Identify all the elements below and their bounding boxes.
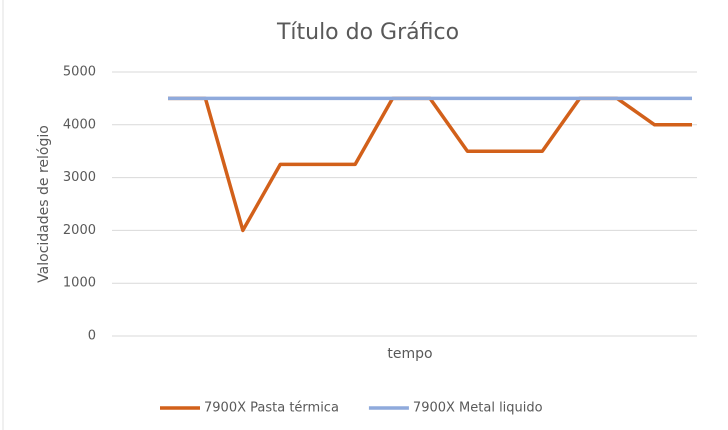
y-tick-label: 2000 [63,223,96,238]
chart-title: Título do Gráfico [276,20,459,45]
y-axis-label: Valocidades de relógio [36,125,52,283]
x-axis-label: tempo [387,346,432,362]
legend-label: 7900X Pasta térmica [204,401,339,416]
y-tick-label: 0 [88,329,96,344]
y-tick-label: 4000 [63,117,96,132]
y-tick-label: 3000 [63,170,96,185]
y-tick-label: 1000 [63,276,96,291]
series-line [168,96,692,233]
legend-label: 7900X Metal liquido [413,401,543,416]
y-tick-label: 5000 [63,65,96,80]
